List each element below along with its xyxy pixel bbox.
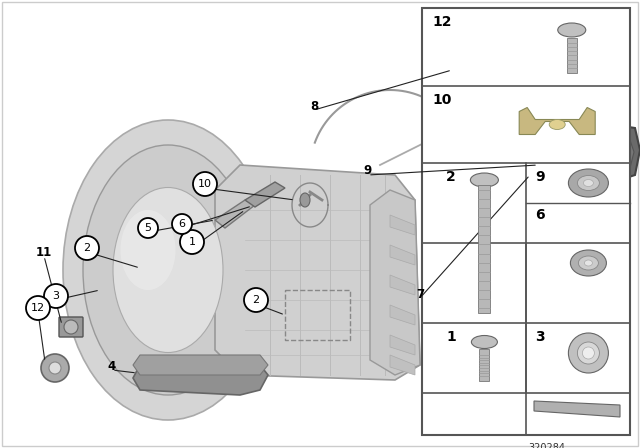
Polygon shape xyxy=(215,200,255,228)
Ellipse shape xyxy=(472,51,518,79)
Text: 11: 11 xyxy=(36,246,52,258)
FancyBboxPatch shape xyxy=(59,317,83,337)
Circle shape xyxy=(172,214,192,234)
Polygon shape xyxy=(390,335,415,355)
Text: 7: 7 xyxy=(416,288,424,301)
Polygon shape xyxy=(133,365,268,395)
Polygon shape xyxy=(390,305,415,325)
Text: 320284: 320284 xyxy=(528,443,565,448)
Ellipse shape xyxy=(570,250,607,276)
Ellipse shape xyxy=(83,145,253,395)
Polygon shape xyxy=(215,165,420,380)
Ellipse shape xyxy=(579,256,598,270)
Text: 2: 2 xyxy=(446,170,456,184)
Polygon shape xyxy=(370,190,420,375)
Text: 2: 2 xyxy=(83,243,91,253)
Polygon shape xyxy=(531,126,634,182)
Ellipse shape xyxy=(300,193,310,207)
Circle shape xyxy=(180,230,204,254)
Ellipse shape xyxy=(113,188,223,353)
Bar xyxy=(567,38,577,73)
Text: 3: 3 xyxy=(52,291,60,301)
Polygon shape xyxy=(390,245,415,265)
Circle shape xyxy=(44,284,68,308)
Circle shape xyxy=(138,218,158,238)
Ellipse shape xyxy=(120,210,175,290)
Text: 5: 5 xyxy=(145,223,152,233)
Polygon shape xyxy=(525,118,640,188)
Polygon shape xyxy=(447,42,545,90)
Ellipse shape xyxy=(558,23,586,37)
Ellipse shape xyxy=(577,342,600,364)
Text: 4: 4 xyxy=(108,359,116,372)
Text: 6: 6 xyxy=(179,219,186,229)
Text: 3: 3 xyxy=(535,330,545,344)
Text: 12: 12 xyxy=(432,15,452,29)
Polygon shape xyxy=(390,275,415,295)
Ellipse shape xyxy=(577,176,600,190)
Text: 9: 9 xyxy=(364,164,372,177)
Ellipse shape xyxy=(549,120,565,129)
Ellipse shape xyxy=(582,347,595,359)
Circle shape xyxy=(26,296,50,320)
Circle shape xyxy=(41,354,69,382)
Polygon shape xyxy=(519,108,595,134)
Circle shape xyxy=(244,288,268,312)
Circle shape xyxy=(64,320,78,334)
Ellipse shape xyxy=(584,260,593,266)
Circle shape xyxy=(49,362,61,374)
Ellipse shape xyxy=(470,173,499,187)
Ellipse shape xyxy=(584,180,593,186)
Text: 10: 10 xyxy=(198,179,212,189)
Text: 12: 12 xyxy=(31,303,45,313)
Text: 9: 9 xyxy=(535,170,545,184)
Circle shape xyxy=(193,172,217,196)
Ellipse shape xyxy=(63,120,273,420)
Polygon shape xyxy=(534,401,620,417)
Ellipse shape xyxy=(555,138,615,172)
Text: 1: 1 xyxy=(189,237,195,247)
Ellipse shape xyxy=(568,169,609,197)
Polygon shape xyxy=(390,355,415,375)
Text: 2: 2 xyxy=(252,295,260,305)
Bar xyxy=(479,349,490,381)
Polygon shape xyxy=(245,182,285,207)
Ellipse shape xyxy=(472,336,497,349)
Circle shape xyxy=(75,236,99,260)
Bar xyxy=(422,8,630,435)
Text: 6: 6 xyxy=(535,208,545,222)
Ellipse shape xyxy=(568,333,609,373)
Text: 1: 1 xyxy=(446,330,456,344)
Polygon shape xyxy=(133,355,268,375)
Circle shape xyxy=(488,58,502,72)
Text: 10: 10 xyxy=(432,93,452,107)
Text: 8: 8 xyxy=(310,99,318,112)
Polygon shape xyxy=(390,215,415,235)
Bar xyxy=(479,185,490,313)
